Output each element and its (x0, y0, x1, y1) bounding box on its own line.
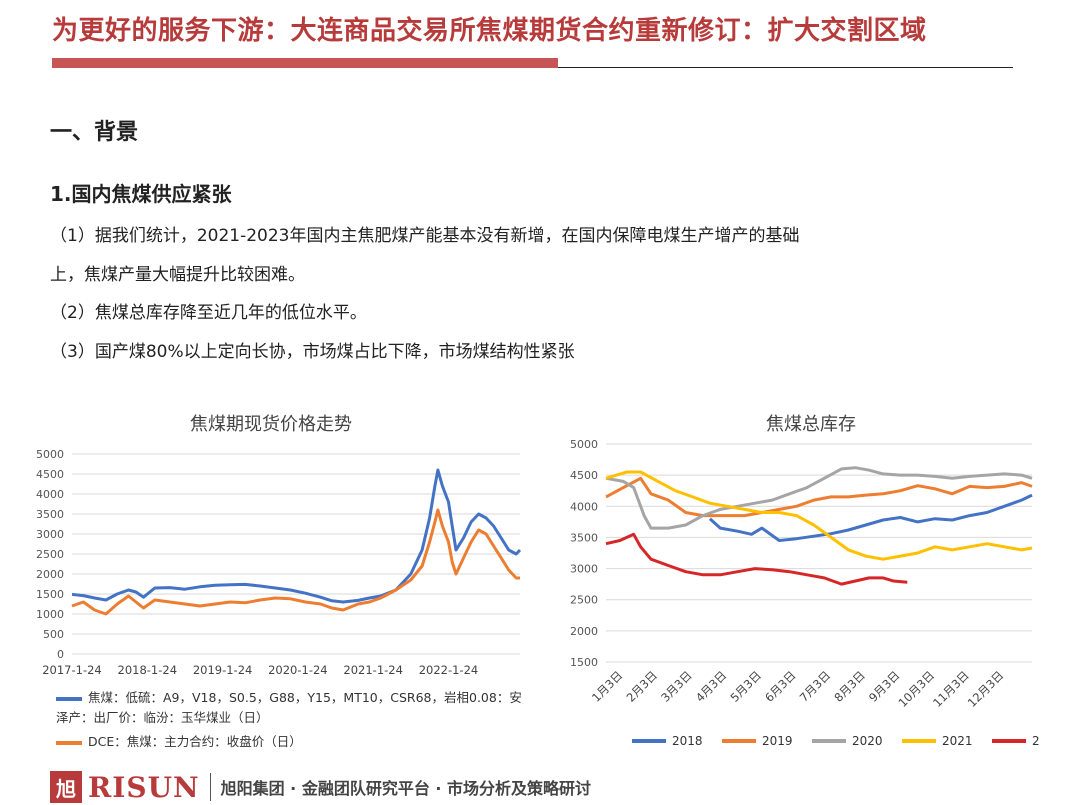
y-tick-label: 500 (43, 628, 64, 641)
legend-label-orange: DCE：焦煤：主力合约：收盘价（日） (88, 734, 302, 749)
footer-divider (209, 773, 211, 801)
footer-tagline: 旭阳集团 · 金融团队研究平台 · 市场分析及策略研讨 (220, 779, 592, 798)
y-tick-label: 2000 (570, 625, 598, 638)
y-tick-label: 2000 (36, 568, 64, 581)
y-tick-label: 4000 (36, 488, 64, 501)
footer: 旭 RISUN 旭阳集团 · 金融团队研究平台 · 市场分析及策略研讨 (50, 770, 591, 804)
y-tick-label: 5000 (36, 448, 64, 461)
title-underline-accent (52, 58, 558, 68)
price-legend-blue: 焦煤：低硫：A9，V18，S0.5，G88，Y15，MT10，CSR68，岩相0… (56, 688, 526, 728)
x-tick-label: 3月3日 (658, 668, 695, 705)
brand-logo-icon: 旭 (50, 771, 82, 803)
y-tick-label: 1500 (36, 588, 64, 601)
x-tick-label: 10月3日 (895, 668, 937, 710)
y-tick-label: 2500 (36, 548, 64, 561)
legend-label-2022: 2022 (1032, 734, 1040, 748)
series-line-3 (605, 470, 1033, 561)
y-tick-label: 2500 (570, 594, 598, 607)
paragraph-3: （3）国产煤80%以上定向长协，市场煤占比下降，市场煤结构性紧张 (50, 342, 575, 362)
price-trend-chart: 0 500 1000 1500 2000 2500 3000 3500 4000 4500 5000… (36, 448, 522, 677)
x-tick-label: 2月3日 (624, 668, 661, 705)
brand-name: RISUN (88, 770, 200, 804)
y-tick-label: 3000 (36, 528, 64, 541)
section-heading: 一、背景 (50, 120, 139, 145)
x-tick-label: 8月3日 (831, 668, 868, 705)
series-line-0 (71, 468, 522, 604)
legend-swatch-orange (56, 740, 82, 745)
inventory-chart: 1500 2000 2500 3000 3500 4000 4500 5000 1月3日2月3日… (570, 438, 1040, 748)
title-underline-rule (558, 67, 1013, 68)
series-line-0 (708, 493, 1033, 542)
price-legend-orange: DCE：焦煤：主力合约：收盘价（日） (56, 732, 526, 752)
x-tick-label: 2022-1-24 (419, 663, 479, 677)
subsection-heading: 1.国内焦煤供应紧张 (50, 182, 232, 206)
y-tick-label: 4500 (570, 469, 598, 482)
page-title: 为更好的服务下游：大连商品交易所焦煤期货合约重新修订：扩大交割区域 (52, 16, 927, 46)
y-tick-label: 3000 (570, 563, 598, 576)
legend-label-2021: 2021 (942, 734, 973, 748)
legend-label-blue: 焦煤：低硫：A9，V18，S0.5，G88，Y15，MT10，CSR68，岩相0… (56, 690, 522, 725)
y-tick-label: 0 (57, 648, 64, 661)
y-tick-label: 4500 (36, 468, 64, 481)
x-tick-label: 7月3日 (797, 668, 834, 705)
series-line-1 (71, 508, 520, 616)
y-tick-label: 1000 (36, 608, 64, 621)
x-tick-label: 6月3日 (762, 668, 799, 705)
series-line-2 (605, 466, 1033, 530)
y-tick-label: 3500 (36, 508, 64, 521)
x-tick-label: 2018-1-24 (118, 663, 178, 677)
x-tick-label: 2019-1-24 (193, 663, 253, 677)
paragraph-2: （2）焦煤总库存降至近几年的低位水平。 (50, 303, 367, 323)
y-tick-label: 3500 (570, 531, 598, 544)
series-line-1 (605, 476, 1033, 518)
x-tick-label: 5月3日 (727, 668, 764, 705)
x-tick-label: 1月3日 (589, 668, 626, 705)
x-tick-label: 4月3日 (693, 668, 730, 705)
x-tick-label: 11月3日 (930, 668, 972, 710)
chart-inventory-title: 焦煤总库存 (766, 414, 856, 435)
x-tick-label: 2021-1-24 (343, 663, 403, 677)
paragraph-1: （1）据我们统计，2021-2023年国内主焦肥煤产能基本没有新增，在国内保障电… (50, 226, 800, 246)
legend-label-2020: 2020 (852, 734, 883, 748)
legend-label-2019: 2019 (762, 734, 793, 748)
legend-swatch-blue (56, 696, 82, 701)
x-tick-label: 2017-1-24 (42, 663, 102, 677)
chart-price-title: 焦煤期现货价格走势 (190, 414, 352, 435)
x-tick-label: 12月3日 (965, 668, 1007, 710)
legend-label-2018: 2018 (672, 734, 703, 748)
series-line-4 (605, 532, 908, 586)
x-tick-label: 2020-1-24 (268, 663, 328, 677)
y-tick-label: 4000 (570, 500, 598, 513)
paragraph-1-cont: 上，焦煤产量大幅提升比较困难。 (50, 265, 305, 285)
y-tick-label: 1500 (570, 656, 598, 669)
y-tick-label: 5000 (570, 438, 598, 451)
